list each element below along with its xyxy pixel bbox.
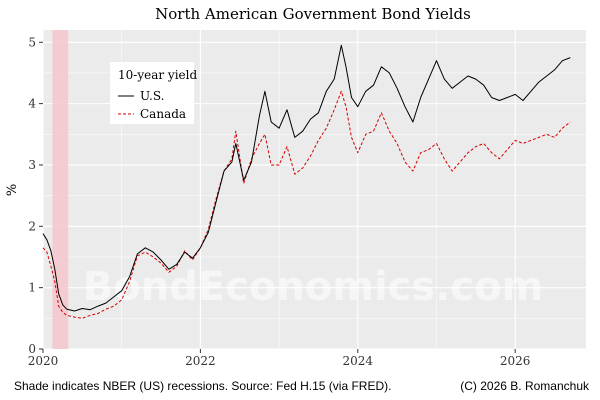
x-tick-label: 2022 <box>185 354 216 368</box>
y-tick-label: 1 <box>28 281 36 295</box>
chart-title: North American Government Bond Yields <box>155 5 471 23</box>
x-tick-label: 2024 <box>343 354 374 368</box>
y-axis-label: % <box>5 184 20 196</box>
series-line-canada <box>42 90 571 319</box>
grid-lines <box>42 30 586 350</box>
legend: 10-year yield U.S. Canada <box>110 62 197 124</box>
caption-copyright: (C) 2026 B. Romanchuk <box>460 379 590 393</box>
axes: 0 1 2 3 4 5 2020 2022 2024 2026 <box>28 35 531 368</box>
y-tick-label: 3 <box>28 158 36 172</box>
y-tick-label: 2 <box>28 219 36 233</box>
y-tick-label: 5 <box>28 35 36 49</box>
x-tick-label: 2020 <box>28 354 59 368</box>
watermark: BondEconomics.com <box>83 264 544 310</box>
y-tick-label: 0 <box>28 342 36 356</box>
series-line-us <box>42 44 571 312</box>
y-tick-label: 4 <box>28 97 36 111</box>
recession-band <box>52 30 69 349</box>
caption-source: Shade indicates NBER (US) recessions. So… <box>14 379 391 393</box>
legend-title: 10-year yield <box>118 68 197 82</box>
legend-us-label: U.S. <box>140 89 164 103</box>
x-tick-label: 2026 <box>500 354 531 368</box>
recession-shading <box>52 30 69 349</box>
series-lines <box>42 44 571 319</box>
legend-canada-label: Canada <box>140 107 186 121</box>
